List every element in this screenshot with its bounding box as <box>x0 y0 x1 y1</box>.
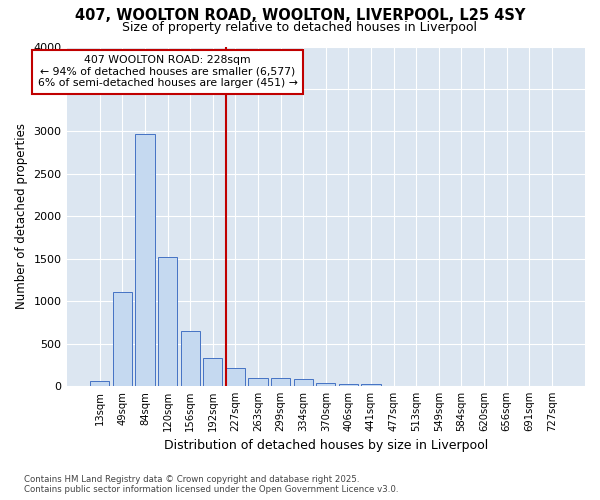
Bar <box>158 257 177 386</box>
X-axis label: Distribution of detached houses by size in Liverpool: Distribution of detached houses by size … <box>164 440 488 452</box>
Bar <box>293 378 313 386</box>
Bar <box>248 378 268 386</box>
Bar <box>271 378 290 386</box>
Text: 407 WOOLTON ROAD: 228sqm
← 94% of detached houses are smaller (6,577)
6% of semi: 407 WOOLTON ROAD: 228sqm ← 94% of detach… <box>38 55 298 88</box>
Y-axis label: Number of detached properties: Number of detached properties <box>15 123 28 309</box>
Bar <box>90 382 109 386</box>
Bar <box>316 382 335 386</box>
Bar <box>339 384 358 386</box>
Bar <box>226 368 245 386</box>
Text: Contains HM Land Registry data © Crown copyright and database right 2025.
Contai: Contains HM Land Registry data © Crown c… <box>24 474 398 494</box>
Text: Size of property relative to detached houses in Liverpool: Size of property relative to detached ho… <box>122 21 478 34</box>
Bar <box>136 134 155 386</box>
Bar <box>203 358 223 386</box>
Text: 407, WOOLTON ROAD, WOOLTON, LIVERPOOL, L25 4SY: 407, WOOLTON ROAD, WOOLTON, LIVERPOOL, L… <box>75 8 525 22</box>
Bar <box>113 292 132 386</box>
Bar <box>361 384 380 386</box>
Bar <box>181 331 200 386</box>
